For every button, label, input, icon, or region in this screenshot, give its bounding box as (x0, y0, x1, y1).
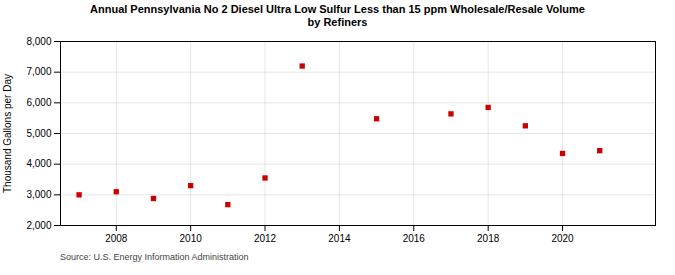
svg-text:Thousand Gallons per Day: Thousand Gallons per Day (2, 74, 13, 193)
svg-text:2012: 2012 (254, 233, 277, 244)
svg-text:2008: 2008 (105, 233, 128, 244)
html-text:Annual Pennsylvania No 2 Diese: Annual Pennsylvania No 2 Diesel Ultra Lo… (90, 3, 585, 15)
svg-text:5,000: 5,000 (26, 128, 51, 139)
html-text:Source: U.S. Energy Informatio: Source: U.S. Energy Information Administ… (60, 252, 249, 262)
svg-text:2010: 2010 (180, 233, 203, 244)
svg-text:2014: 2014 (328, 233, 351, 244)
svg-text:2018: 2018 (477, 233, 500, 244)
svg-text:2016: 2016 (403, 233, 426, 244)
svg-text:8,000: 8,000 (26, 36, 51, 47)
html-text:by Refiners: by Refiners (307, 16, 368, 28)
svg-text:3,000: 3,000 (26, 189, 51, 200)
svg-text:2020: 2020 (551, 233, 574, 244)
svg-text:2,000: 2,000 (26, 220, 51, 231)
svg-text:4,000: 4,000 (26, 158, 51, 169)
svg-text:7,000: 7,000 (26, 66, 51, 77)
svg-text:6,000: 6,000 (26, 97, 51, 108)
